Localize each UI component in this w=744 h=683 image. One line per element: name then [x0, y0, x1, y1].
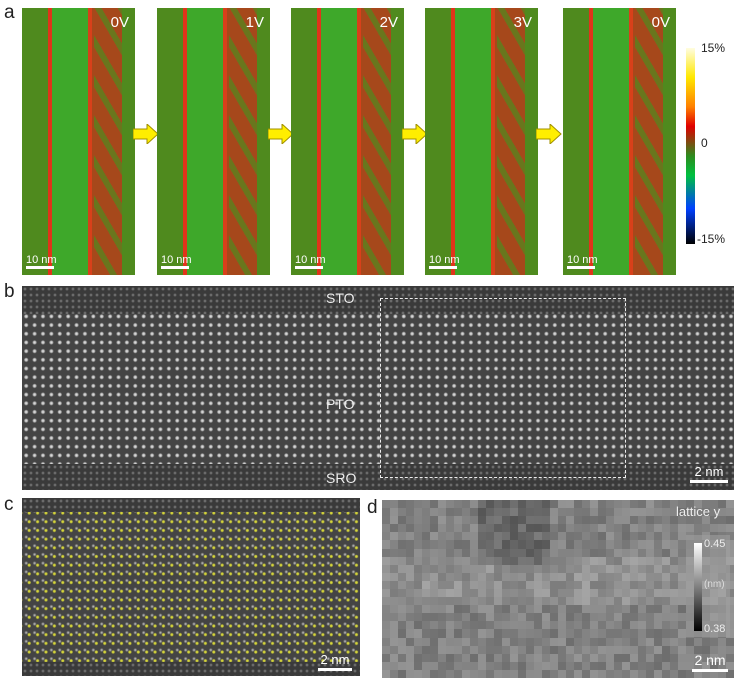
strain-map-frame: 0V 10 nm	[563, 8, 676, 275]
scale-bar: 10 nm	[26, 254, 57, 269]
sro-layer	[22, 464, 734, 490]
scale-bar: 10 nm	[429, 254, 460, 269]
scale-label: 2 nm	[320, 652, 350, 667]
domain-stripes	[94, 8, 122, 275]
lattice-colorbar	[694, 543, 702, 631]
scale-bar-c: 2 nm	[318, 652, 352, 671]
scale-bar: 10 nm	[161, 254, 192, 269]
colorbar-mid: 0	[701, 136, 708, 150]
pto-label: PTO	[326, 396, 355, 412]
scale-label: 10 nm	[429, 254, 460, 266]
lattice-unit: (nm)	[704, 579, 725, 590]
voltage-label: 2V	[379, 14, 398, 31]
voltage-label: 0V	[651, 14, 670, 31]
voltage-label: 0V	[110, 14, 129, 31]
scale-bar-b: 2 nm	[690, 464, 728, 483]
scale-label: 10 nm	[161, 254, 192, 266]
scale-label: 2 nm	[694, 464, 724, 479]
scale-bar: 10 nm	[295, 254, 326, 269]
domain-stripes	[635, 8, 663, 275]
lattice-max: 0.45	[704, 538, 726, 550]
domain-stripes	[497, 8, 525, 275]
scale-bar-d: 2 nm	[692, 652, 728, 672]
sto-layer	[22, 498, 360, 512]
lattice-y-map	[382, 500, 734, 678]
domain-stripes	[363, 8, 391, 275]
strain-map-frame: 3V 10 nm	[425, 8, 538, 275]
scale-label: 10 nm	[295, 254, 326, 266]
strain-map-frame: 0V 10 nm	[22, 8, 135, 275]
sto-layer	[22, 286, 734, 314]
scale-label: 2 nm	[694, 652, 726, 668]
strain-map-frame: 2V 10 nm	[291, 8, 404, 275]
dashed-region-box	[380, 298, 626, 478]
sro-label: SRO	[326, 470, 357, 486]
colorbar-min: -15%	[697, 232, 726, 246]
strain-map-frame: 1V 10 nm	[157, 8, 270, 275]
sto-label: STO	[326, 290, 355, 306]
scale-bar: 10 nm	[567, 254, 598, 269]
lattice-colorbar-box: 0.45 (nm) 0.38	[686, 535, 730, 637]
strain-colorbar	[686, 48, 695, 244]
sro-layer	[22, 662, 360, 676]
lattice-min: 0.38	[704, 623, 726, 635]
panel-d-label: d	[367, 497, 378, 518]
scale-label: 10 nm	[26, 254, 57, 266]
scale-label: 10 nm	[567, 254, 598, 266]
voltage-label: 3V	[513, 14, 532, 31]
voltage-label: 1V	[245, 14, 264, 31]
panel-a-label: a	[4, 2, 15, 23]
panel-c-label: c	[4, 494, 14, 515]
panel-b-label: b	[4, 281, 15, 302]
domain-stripes	[229, 8, 257, 275]
colorbar-max: 15%	[701, 41, 726, 55]
lattice-y-title: lattice y	[676, 504, 721, 519]
haadf-image: STO PTO SRO 2 nm	[22, 286, 734, 490]
polarization-vector-map: 2 nm	[22, 498, 360, 676]
